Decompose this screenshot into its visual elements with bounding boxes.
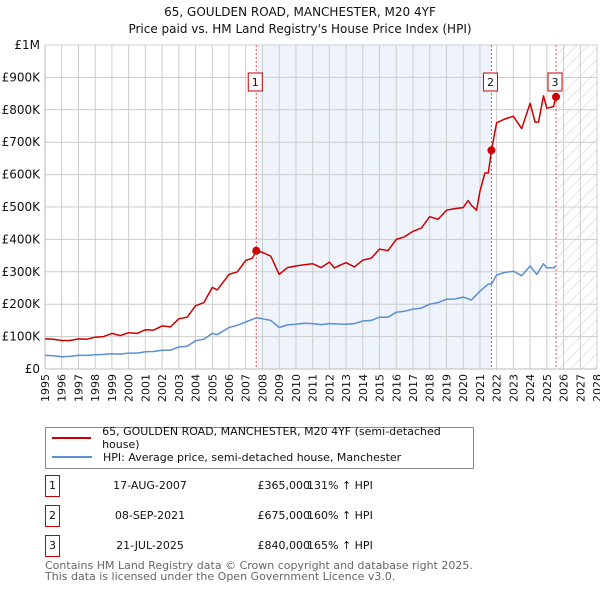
x-tick-label: 2007 bbox=[240, 374, 253, 402]
y-tick-label: £300K bbox=[2, 265, 42, 279]
x-tick-label: 2008 bbox=[256, 374, 269, 402]
x-tick-label: 2021 bbox=[474, 374, 487, 402]
sale-label: 3 bbox=[552, 76, 559, 89]
legend-item-hpi: HPI: Average price, semi-detached house,… bbox=[52, 449, 401, 465]
x-tick-label: 2000 bbox=[123, 374, 136, 402]
sale-label: 2 bbox=[487, 76, 494, 89]
sale-point bbox=[552, 92, 561, 101]
x-tick-label: 2006 bbox=[223, 374, 236, 402]
x-tick-label: 2019 bbox=[440, 374, 453, 402]
sale-point bbox=[252, 246, 261, 255]
sale-label-box bbox=[482, 72, 498, 92]
y-tick-label: £700K bbox=[2, 135, 42, 149]
hpi-series-line bbox=[44, 262, 557, 358]
x-tick-label: 2010 bbox=[290, 374, 303, 402]
x-tick-label: 2017 bbox=[407, 374, 420, 402]
x-tick-label: 2012 bbox=[323, 374, 336, 402]
y-tick-label: £200K bbox=[2, 297, 42, 311]
chart-subtitle: Price paid vs. HM Land Registry's House … bbox=[128, 22, 471, 36]
sale-label: 1 bbox=[252, 76, 259, 89]
x-tick-label: 1997 bbox=[72, 374, 85, 402]
legend: 65, GOULDEN ROAD, MANCHESTER, M20 4YF (s… bbox=[45, 425, 474, 469]
x-tick-label: 2002 bbox=[156, 374, 169, 402]
sale-hpi-change: 160% ↑ HPI bbox=[307, 509, 373, 522]
footer: Contains HM Land Registry data © Crown c… bbox=[45, 560, 473, 582]
sale-price: £365,000 bbox=[257, 479, 311, 492]
sale-point bbox=[487, 146, 496, 155]
sale-price: £840,000 bbox=[257, 539, 311, 552]
x-tick-label: 2025 bbox=[541, 374, 554, 402]
legend-label-hpi: HPI: Average price, semi-detached house,… bbox=[103, 450, 402, 464]
legend-swatch-blue bbox=[52, 456, 92, 458]
property-series-line bbox=[44, 95, 557, 342]
sale-label-box bbox=[247, 72, 263, 92]
sale-date: 08-SEP-2021 bbox=[114, 509, 186, 522]
legend-swatch-red bbox=[52, 437, 92, 439]
x-tick-label: 2027 bbox=[574, 374, 587, 402]
x-tick-label: 2024 bbox=[524, 374, 537, 402]
x-tick-label: 2003 bbox=[173, 374, 186, 402]
x-tick-label: 2028 bbox=[591, 374, 600, 402]
x-tick-label: 1999 bbox=[106, 374, 119, 402]
y-tick-label: £800K bbox=[2, 103, 42, 117]
x-tick-label: 2005 bbox=[206, 374, 219, 402]
x-tick-label: 2022 bbox=[491, 374, 504, 402]
sale-price: £675,000 bbox=[257, 509, 311, 522]
x-tick-label: 2013 bbox=[340, 374, 353, 402]
legend-item-property: 65, GOULDEN ROAD, MANCHESTER, M20 4YF (s… bbox=[52, 425, 473, 451]
x-tick-label: 2014 bbox=[357, 374, 370, 402]
x-tick-label: 1998 bbox=[89, 374, 102, 402]
sale-label-box bbox=[547, 72, 563, 92]
footer-copyright: Contains HM Land Registry data © Crown c… bbox=[45, 559, 473, 572]
sale-number-badge: 1 bbox=[45, 475, 60, 497]
chart-title: 65, GOULDEN ROAD, MANCHESTER, M20 4YF bbox=[164, 5, 436, 19]
x-tick-label: 2001 bbox=[139, 374, 152, 402]
x-tick-label: 2026 bbox=[558, 374, 571, 402]
y-tick-label: £400K bbox=[2, 232, 42, 246]
sale-number-badge: 3 bbox=[45, 535, 60, 557]
y-tick-label: £900K bbox=[2, 70, 42, 84]
x-tick-label: 2009 bbox=[273, 374, 286, 402]
y-tick-label: £1M bbox=[14, 38, 40, 52]
sale-date: 17-AUG-2007 bbox=[113, 479, 187, 492]
sale-number-badge: 2 bbox=[45, 505, 60, 527]
x-tick-label: 2004 bbox=[190, 374, 203, 402]
x-tick-label: 1996 bbox=[56, 374, 69, 402]
footer-licence: This data is licensed under the Open Gov… bbox=[45, 570, 396, 583]
y-tick-label: £500K bbox=[2, 200, 42, 214]
x-tick-label: 2011 bbox=[307, 374, 320, 402]
x-tick-label: 2016 bbox=[390, 374, 403, 402]
x-tick-label: 1995 bbox=[39, 374, 52, 402]
x-tick-label: 2023 bbox=[507, 374, 520, 402]
y-tick-label: £0 bbox=[25, 362, 40, 376]
sale-hpi-change: 165% ↑ HPI bbox=[307, 539, 373, 552]
x-tick-label: 2018 bbox=[424, 374, 437, 402]
y-tick-label: £600K bbox=[2, 168, 42, 182]
sale-date: 21-JUL-2025 bbox=[116, 539, 184, 552]
sale-hpi-change: 131% ↑ HPI bbox=[307, 479, 373, 492]
price-chart: 65, GOULDEN ROAD, MANCHESTER, M20 4YF Pr… bbox=[2, 5, 600, 402]
x-tick-label: 2020 bbox=[457, 374, 470, 402]
x-tick-label: 2015 bbox=[374, 374, 387, 402]
y-tick-label: £100K bbox=[2, 330, 42, 344]
legend-label-property: 65, GOULDEN ROAD, MANCHESTER, M20 4YF (s… bbox=[102, 425, 441, 451]
